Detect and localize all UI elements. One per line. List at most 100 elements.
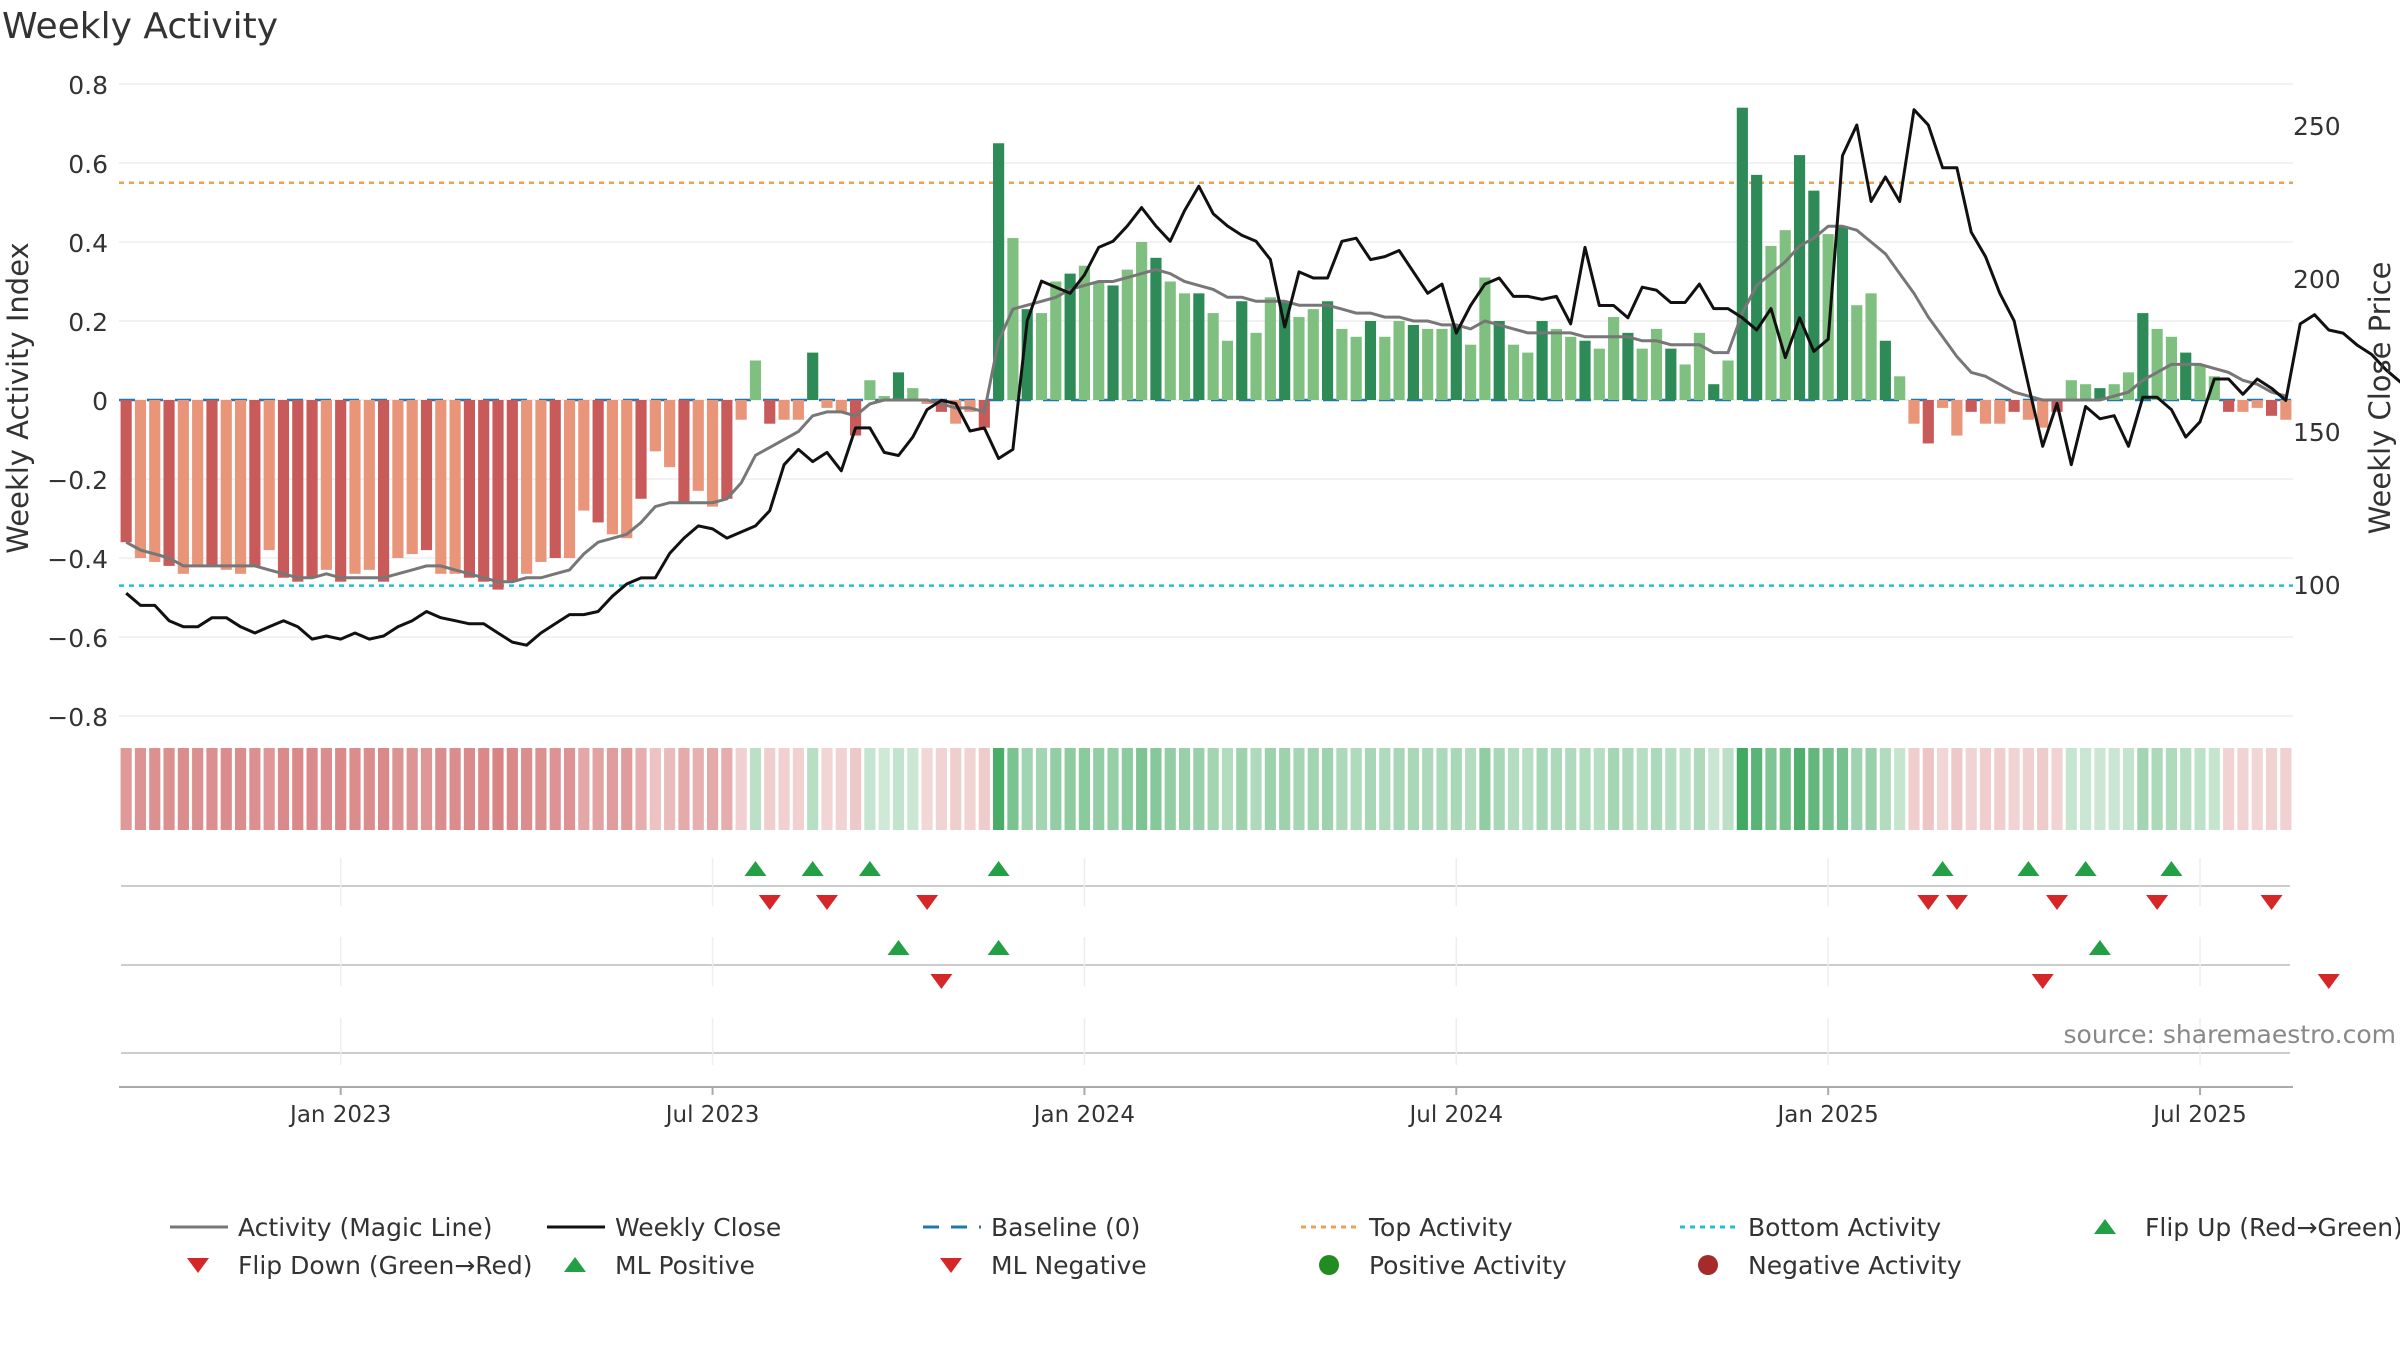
activity-bar — [1221, 340, 1234, 400]
activity-bar — [1851, 305, 1863, 400]
x-tick-label: Jan 2024 — [1032, 1102, 1135, 1128]
activity-bar — [1679, 364, 1691, 400]
heat-cell — [1350, 748, 1362, 830]
heat-cell — [649, 748, 661, 830]
activity-bar — [2265, 400, 2278, 416]
legend-dot-symbol — [1319, 1255, 1339, 1275]
ml-positive-marker — [887, 940, 910, 955]
heat-cell — [978, 748, 990, 830]
activity-bar — [2208, 376, 2220, 400]
heat-cell — [335, 748, 347, 830]
heat-cell — [263, 748, 275, 830]
activity-bar — [449, 400, 461, 574]
heat-cell — [220, 748, 232, 830]
activity-bar — [1808, 190, 1820, 400]
y-tick-label: 0.4 — [68, 229, 108, 258]
activity-bar — [506, 400, 518, 582]
activity-bar — [964, 400, 976, 412]
heat-cell — [2022, 748, 2034, 830]
y-tick-label: −0.4 — [47, 545, 108, 574]
heat-cell — [1908, 748, 1920, 830]
activity-bar — [149, 400, 161, 562]
activity-bar — [478, 400, 490, 582]
activity-bar — [2223, 400, 2235, 412]
activity-bar — [177, 400, 189, 574]
activity-bar — [921, 400, 933, 404]
activity-bar — [1393, 321, 1405, 400]
heat-cell — [1479, 748, 1491, 830]
heat-cell — [521, 748, 533, 830]
activity-bar — [1722, 360, 1734, 400]
activity-bar — [1279, 301, 1291, 400]
heat-cell — [1150, 748, 1162, 830]
heat-cell — [2265, 748, 2278, 830]
activity-bar — [192, 400, 204, 566]
legend-triangle-symbol — [187, 1258, 209, 1273]
flip-up-marker — [801, 861, 824, 876]
flip-down-marker — [2046, 895, 2069, 910]
x-axis: Jan 2023 Jul 2023 Jan 2024 Jul 2024 Jan 2025… — [119, 1086, 2293, 1128]
activity-bar — [2237, 400, 2249, 412]
activity-bar — [735, 400, 747, 420]
heat-cell — [2237, 748, 2249, 830]
activity-bar — [692, 400, 704, 491]
activity-bar — [606, 400, 619, 535]
heat-cell — [1050, 748, 1062, 830]
activity-bar — [764, 400, 776, 424]
activity-bar — [1035, 313, 1048, 400]
heat-cell — [177, 748, 189, 830]
heat-cell — [1622, 748, 1634, 830]
heat-cell — [1422, 748, 1434, 830]
heat-cell — [1822, 748, 1834, 830]
ml-negative-marker — [2031, 974, 2054, 989]
activity-bar — [1093, 281, 1105, 400]
heat-cell — [2137, 748, 2149, 830]
activity-bar — [1536, 321, 1548, 400]
heat-cell — [1093, 748, 1105, 830]
activity-bar — [1879, 340, 1891, 400]
activity-bar — [234, 400, 247, 574]
heat-cell — [1321, 748, 1334, 830]
heat-cell — [134, 748, 147, 830]
activity-bar — [2094, 388, 2106, 400]
heat-cell — [1951, 748, 1963, 830]
legend-label: Weekly Close — [615, 1213, 781, 1242]
activity-bar — [1507, 344, 1520, 400]
activity-bar — [749, 360, 762, 400]
activity-bar — [1465, 344, 1477, 400]
activity-bar — [2022, 400, 2034, 420]
activity-bar — [1965, 400, 1977, 412]
activity-bar — [134, 400, 147, 558]
activity-bar — [892, 372, 905, 400]
activity-bar — [392, 400, 404, 558]
heat-cell — [1507, 748, 1520, 830]
activity-bar — [1822, 234, 1834, 400]
activity-bar — [1150, 257, 1162, 400]
activity-bar — [978, 400, 990, 428]
activity-bar — [120, 400, 132, 543]
heat-cell — [277, 748, 290, 830]
heat-cell — [1279, 748, 1291, 830]
heat-cell — [950, 748, 962, 830]
heat-cell — [764, 748, 776, 830]
heat-cell — [1164, 748, 1176, 830]
heat-cell — [1708, 748, 1720, 830]
legend-label: Positive Activity — [1369, 1251, 1567, 1280]
activity-bar — [1836, 226, 1849, 400]
heat-cell — [1851, 748, 1863, 830]
legend-item: Baseline (0) — [923, 1213, 1140, 1242]
heat-cell — [1064, 748, 1076, 830]
activity-bar — [1164, 281, 1176, 400]
heat-cell — [478, 748, 490, 830]
heat-cell — [492, 748, 504, 830]
heat-cell — [420, 748, 433, 830]
legend-triangle-symbol — [564, 1257, 586, 1272]
heat-cell — [1550, 748, 1562, 830]
heat-cell — [234, 748, 247, 830]
heat-cell — [2251, 748, 2263, 830]
activity-bar — [1922, 400, 1934, 444]
activity-bar — [1665, 348, 1677, 400]
flip-up-marker — [2074, 861, 2097, 876]
y-tick-label: 0.2 — [68, 308, 108, 337]
heat-cell — [1894, 748, 1906, 830]
